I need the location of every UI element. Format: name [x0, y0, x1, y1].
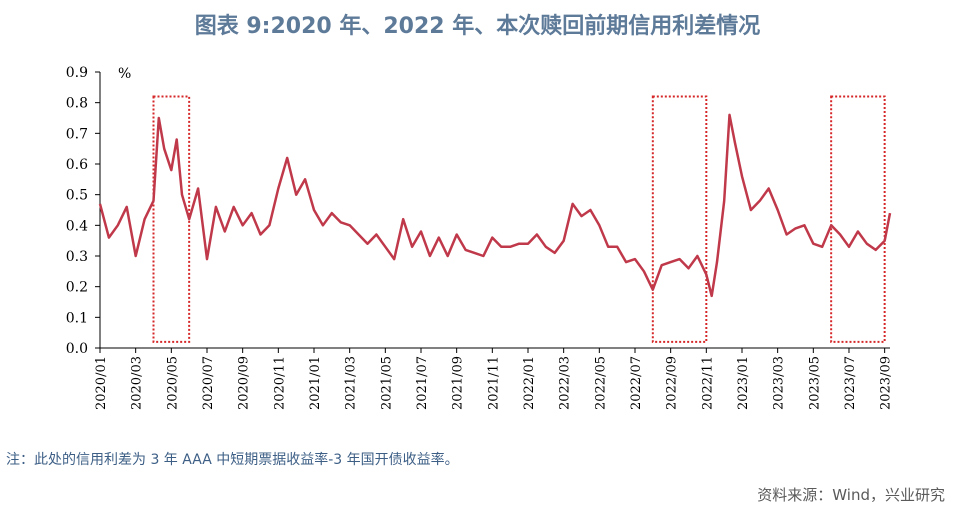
x-tick-label: 2022/11 — [700, 356, 715, 410]
y-tick-label: 0.6 — [66, 157, 88, 173]
y-tick-label: 0.7 — [66, 126, 88, 142]
y-tick-label: 0.2 — [66, 280, 88, 296]
chart-title: 图表 9:2020 年、2022 年、本次赎回前期信用利差情况 — [194, 14, 761, 39]
source-credit: 资料来源：Wind，兴业研究 — [757, 486, 945, 504]
x-tick-label: 2020/01 — [94, 356, 109, 410]
y-tick-labels: 0.0 0.1 0.2 0.3 0.4 0.5 0.6 0.7 0.8 0.9 — [66, 65, 88, 357]
highlight-box — [830, 95, 886, 343]
x-tick-label: 2023/09 — [879, 356, 894, 410]
x-tick-label: 2020/11 — [272, 356, 287, 410]
x-tick-label: 2022/03 — [558, 356, 573, 410]
x-tick-labels: 2020/01 2020/03 2020/05 2020/07 2020/09 2020/… — [94, 356, 894, 410]
x-tick-label: 2020/09 — [237, 356, 252, 410]
x-tick-label: 2023/07 — [843, 356, 858, 410]
x-tick-label: 2022/09 — [665, 356, 680, 410]
footnote: 注：此处的信用利差为 3 年 AAA 中短期票据收益率-3 年国开债收益率。 — [6, 452, 459, 468]
x-tick-label: 2021/05 — [379, 356, 394, 410]
x-tick-label: 2020/05 — [165, 356, 180, 410]
x-tick-label: 2021/03 — [344, 356, 359, 410]
y-tick-label: 0.0 — [66, 341, 88, 357]
x-tick-label: 2023/03 — [772, 356, 787, 410]
axes — [95, 71, 890, 353]
x-tick-label: 2021/01 — [308, 356, 323, 410]
x-tick-label: 2023/05 — [807, 356, 822, 410]
highlight-box — [152, 95, 191, 343]
y-tick-label: 0.4 — [66, 218, 88, 234]
x-tick-label: 2023/01 — [736, 356, 751, 410]
y-tick-label: 0.8 — [66, 96, 88, 112]
y-tick-label: 0.9 — [66, 65, 88, 81]
x-tick-label: 2021/07 — [415, 356, 430, 410]
x-tick-label: 2020/07 — [201, 356, 216, 410]
x-tick-label: 2022/05 — [593, 356, 608, 410]
highlight-boxes — [152, 95, 886, 343]
x-tick-label: 2022/01 — [522, 356, 537, 410]
x-tick-label: 2022/07 — [629, 356, 644, 410]
y-axis-unit: % — [118, 66, 131, 82]
y-tick-label: 0.1 — [66, 310, 88, 326]
credit-spread-line — [98, 113, 892, 298]
highlight-box — [651, 95, 708, 343]
x-tick-label: 2020/03 — [130, 356, 145, 410]
series-layer — [98, 113, 892, 298]
y-tick-label: 0.3 — [66, 249, 88, 265]
line-chart: 0.00.10.20.30.40.50.60.70.80.9 2020/01 20… — [66, 65, 894, 410]
x-tick-label: 2021/11 — [486, 356, 501, 410]
x-tick-label: 2021/09 — [451, 356, 466, 410]
y-tick-label: 0.5 — [66, 188, 88, 204]
